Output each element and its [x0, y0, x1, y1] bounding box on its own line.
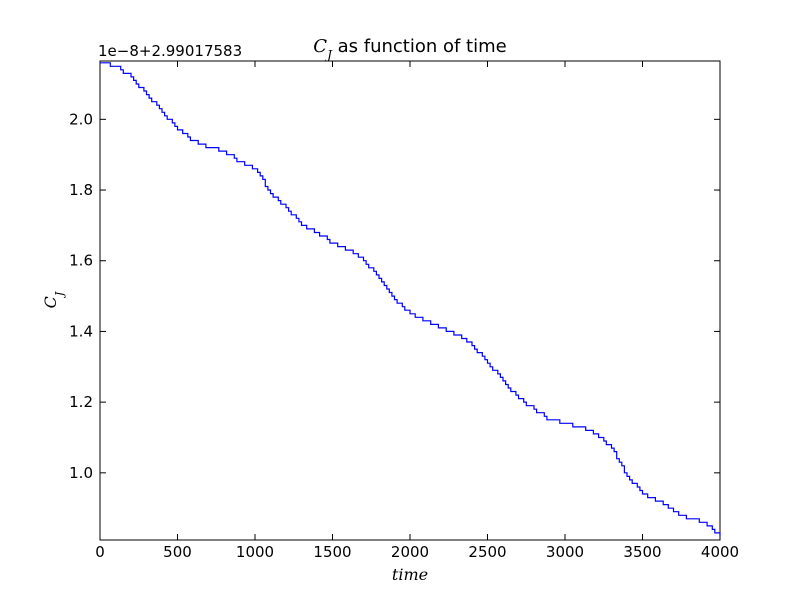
x-tick-label: 3500	[623, 543, 661, 561]
y-tick-label: 1.8	[69, 181, 93, 199]
x-tick-label: 1000	[236, 543, 274, 561]
y-offset-label: 1e−8+2.99017583	[98, 42, 242, 60]
y-axis-label-symbol: C	[41, 296, 60, 308]
chart-title: CJ as function of time	[313, 36, 506, 62]
y-axis-ticks: 1.0 1.2 1.4 1.6 1.8 2.0	[69, 110, 720, 482]
y-tick-label: 2.0	[69, 110, 93, 128]
x-axis-ticks: 0 500 1000 1500 2000 2500 3000 3500 4000	[95, 61, 739, 561]
title-suffix: as function of time	[332, 36, 507, 57]
y-tick-label: 1.4	[69, 322, 93, 340]
y-tick-label: 1.6	[69, 252, 93, 270]
x-tick-label: 2000	[391, 543, 429, 561]
x-tick-label: 4000	[701, 543, 739, 561]
x-axis-label: time	[392, 565, 428, 584]
y-tick-label: 1.0	[69, 464, 93, 482]
title-subscript: J	[324, 48, 333, 62]
title-symbol: C	[313, 36, 327, 57]
y-axis-label: CJ	[41, 291, 66, 308]
x-tick-label: 1500	[313, 543, 351, 561]
plot-frame	[99, 60, 721, 541]
y-tick-label: 1.2	[69, 393, 93, 411]
series-line-cj	[100, 62, 721, 537]
x-tick-label: 3000	[546, 543, 584, 561]
x-tick-label: 0	[95, 543, 105, 561]
x-tick-label: 2500	[468, 543, 506, 561]
x-tick-label: 500	[163, 543, 192, 561]
y-axis-label-subscript: J	[53, 291, 66, 298]
